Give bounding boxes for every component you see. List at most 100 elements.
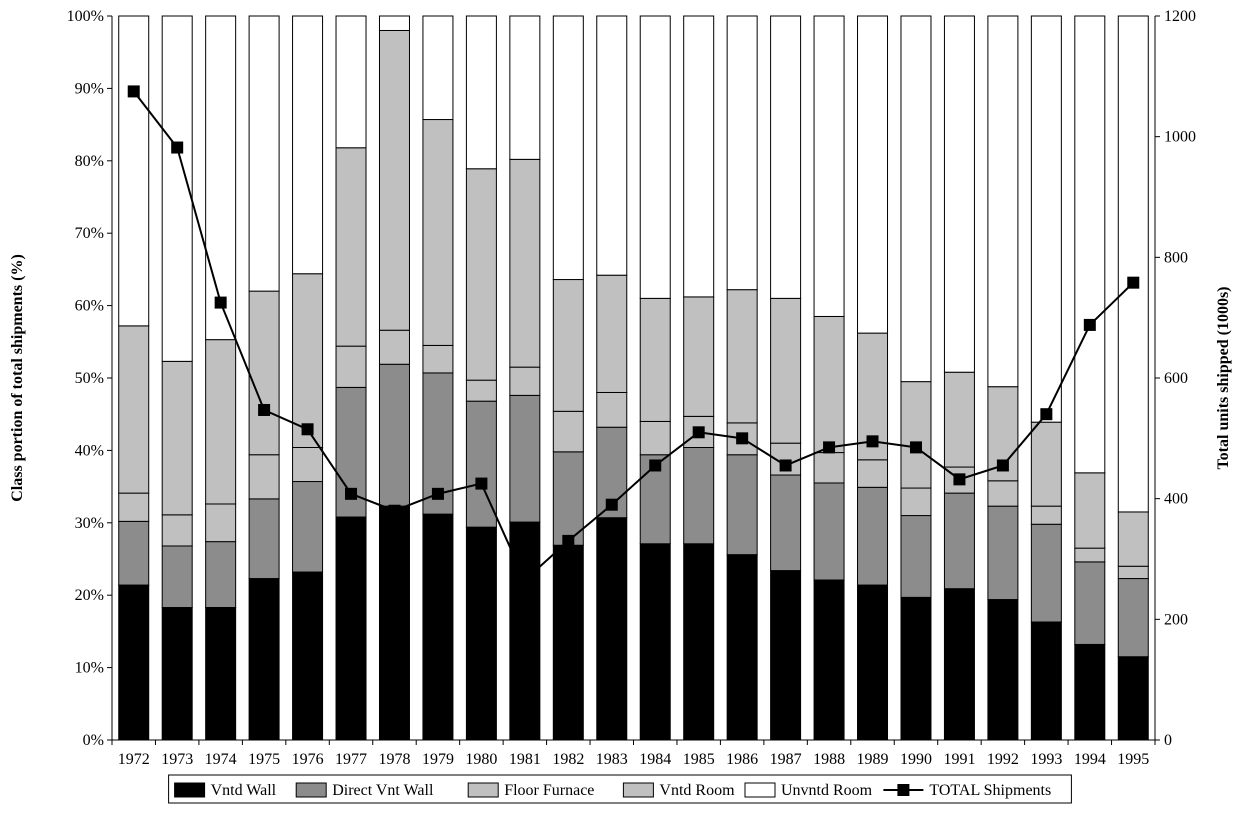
bar-1974-series-0 (205, 607, 237, 741)
bar-1995-series-1 (1117, 578, 1149, 658)
total-shipments-marker-1977 (345, 487, 358, 500)
bar-1972-series-0 (118, 584, 150, 741)
bar-1988-series-3 (813, 315, 845, 454)
legend: Vntd Wall Direct Vnt Wall Floor Furnace Vnt… (168, 774, 1072, 804)
bar-1994-series-3 (1074, 472, 1106, 549)
x-tick-label: 1975 (248, 751, 280, 768)
bar-1989-series-4 (857, 15, 889, 334)
bar-1985-series-1 (683, 447, 715, 545)
bar-1976-series-4 (292, 15, 324, 275)
total-shipments-marker-1987 (779, 459, 792, 472)
x-tick-label: 1973 (161, 751, 193, 768)
bar-1995-series-2 (1117, 565, 1149, 580)
bar-1975-series-4 (248, 15, 280, 292)
bar-1975-series-2 (248, 454, 280, 500)
bar-1995-series-4 (1117, 15, 1149, 513)
y-right-tick-label: 400 (1164, 491, 1188, 508)
bar-1975-series-3 (248, 290, 280, 456)
x-tick-label: 1995 (1117, 751, 1149, 768)
x-tick-label: 1992 (987, 751, 1019, 768)
bar-1988-series-0 (813, 579, 845, 741)
x-tick-label: 1976 (292, 751, 324, 768)
bar-1984-series-2 (639, 420, 671, 456)
bar-1986-series-1 (726, 454, 758, 556)
bar-1991-series-1 (943, 492, 975, 590)
total-shipments-marker-1993 (1040, 408, 1053, 421)
y-left-tick-label: 30% (75, 515, 104, 532)
bar-1983-series-2 (596, 391, 628, 428)
bar-1991-series-3 (943, 371, 975, 468)
y-right-tick-label: 200 (1164, 611, 1188, 628)
y-axis-right-title: Total units shipped (1000s) (1215, 286, 1232, 469)
bar-1985-series-4 (683, 15, 715, 298)
bar-1972-series-1 (118, 520, 150, 586)
y-axis-left-title: Class portion of total shipments (%) (9, 254, 26, 502)
bar-1983-series-1 (596, 426, 628, 519)
bar-1983-series-3 (596, 274, 628, 393)
bar-1978-series-2 (378, 329, 410, 365)
bar-1991-series-0 (943, 588, 975, 741)
bar-1992-series-0 (987, 599, 1019, 741)
total-shipments-polyline (132, 90, 1134, 582)
legend-label: TOTAL Shipments (929, 782, 1051, 799)
x-tick-label: 1994 (1074, 751, 1106, 768)
y-left-tick-label: 60% (75, 298, 104, 315)
total-shipments-marker-1972 (127, 85, 140, 98)
y-left-tick-label: 100% (67, 8, 104, 25)
bar-1982-series-2 (552, 410, 584, 453)
total-shipments-marker-1974 (214, 296, 227, 309)
bar-1985-series-3 (683, 296, 715, 417)
bar-1976-series-3 (292, 273, 324, 448)
axes-layer: 0% 10% 20% 30% 40% 50% 60% 70% 80% 90% 100% 0 200 400… (67, 8, 1196, 768)
total-shipments-marker-1983 (605, 498, 618, 511)
bar-1994-series-1 (1074, 561, 1106, 645)
bar-1987-series-4 (770, 15, 802, 299)
bar-1981-series-4 (509, 15, 541, 160)
bar-1977-series-2 (335, 345, 367, 388)
total-shipments-line (127, 85, 1140, 587)
bar-1993-series-1 (1030, 523, 1062, 623)
bar-1976-series-2 (292, 447, 324, 483)
bar-1988-series-2 (813, 452, 845, 484)
bar-1982-series-1 (552, 451, 584, 546)
bar-1995-series-3 (1117, 511, 1149, 567)
total-shipments-marker-1980 (475, 477, 488, 490)
total-shipments-marker-1985 (692, 426, 705, 439)
bar-1976-series-0 (292, 571, 324, 741)
x-tick-label: 1974 (205, 751, 237, 768)
bar-1993-series-3 (1030, 421, 1062, 507)
total-shipments-marker-1978 (388, 504, 401, 517)
bar-1973-series-3 (161, 360, 193, 516)
bar-1975-series-0 (248, 578, 280, 741)
total-shipments-marker-1975 (258, 403, 271, 416)
legend-line-marker (897, 784, 910, 796)
x-tick-label: 1980 (465, 751, 497, 768)
bar-1977-series-0 (335, 516, 367, 741)
bar-1980-series-3 (465, 168, 497, 381)
y-right-tick-label: 600 (1164, 370, 1188, 387)
legend-swatch (174, 782, 206, 798)
bar-1974-series-3 (205, 339, 237, 505)
total-shipments-marker-1973 (171, 141, 184, 154)
bar-1979-series-4 (422, 15, 454, 121)
bar-1989-series-1 (857, 486, 889, 586)
total-shipments-marker-1982 (562, 534, 575, 547)
bars-layer (118, 15, 1149, 741)
total-shipments-marker-1981 (518, 574, 531, 587)
legend-label: Unvntd Room (781, 782, 873, 799)
y-left-tick-label: 0% (83, 732, 104, 749)
bar-1981-series-3 (509, 158, 541, 368)
bar-1975-series-1 (248, 498, 280, 580)
bar-1983-series-4 (596, 15, 628, 276)
bar-1972-series-3 (118, 325, 150, 494)
bar-1984-series-0 (639, 543, 671, 741)
bar-1973-series-4 (161, 15, 193, 362)
bar-1985-series-0 (683, 543, 715, 741)
bar-1978-series-1 (378, 363, 410, 507)
bar-1982-series-4 (552, 15, 584, 281)
x-tick-label: 1990 (900, 751, 932, 768)
bar-1986-series-4 (726, 15, 758, 291)
bar-1974-series-2 (205, 503, 237, 543)
